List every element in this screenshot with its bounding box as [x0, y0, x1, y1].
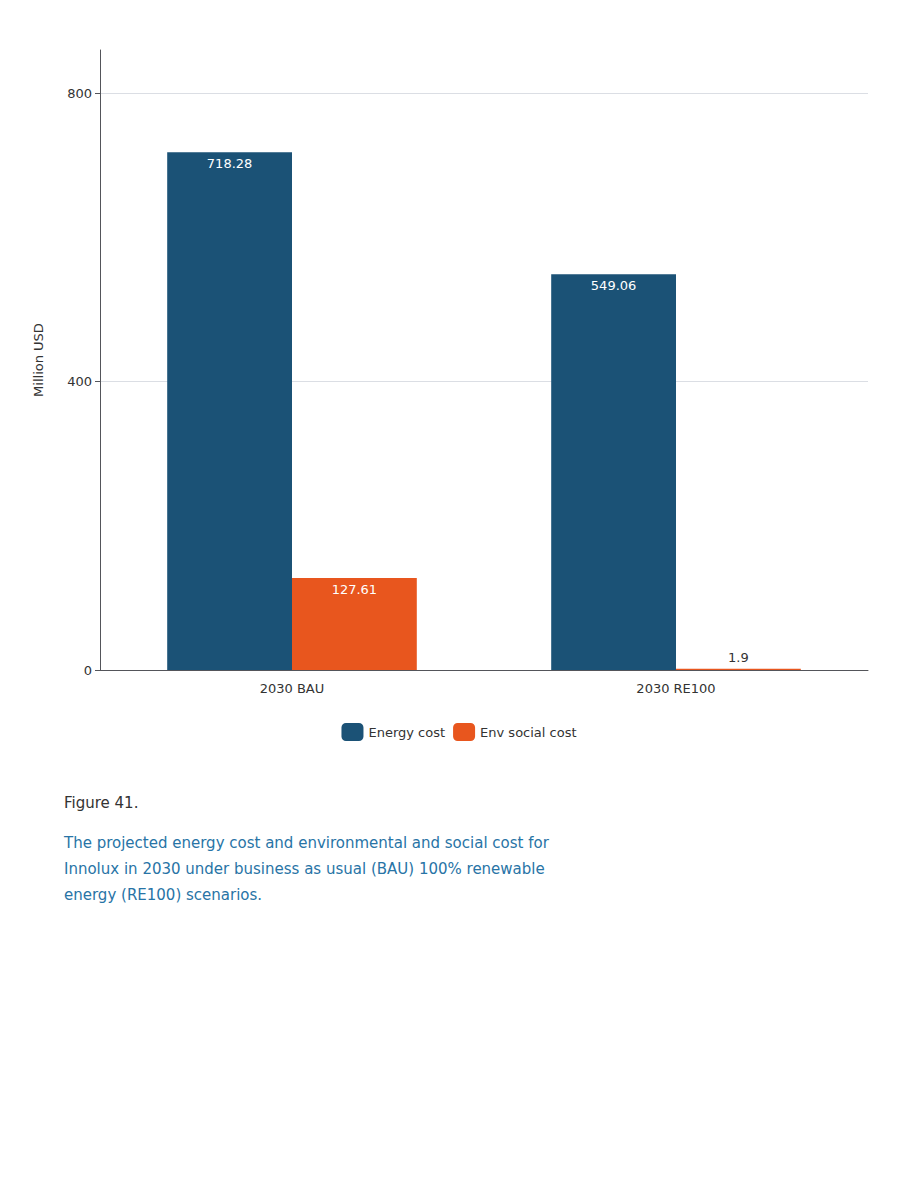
svg-text:The projected energy cost and: The projected energy cost and environmen…: [63, 834, 550, 852]
svg-text:718.28: 718.28: [207, 156, 253, 171]
svg-text:400: 400: [67, 374, 92, 389]
svg-text:Env social cost: Env social cost: [480, 725, 576, 740]
svg-text:Million USD: Million USD: [31, 323, 46, 397]
svg-text:1.9: 1.9: [728, 650, 749, 665]
svg-text:Innolux in 2030 under business: Innolux in 2030 under business as usual …: [64, 860, 545, 878]
svg-text:2030 RE100: 2030 RE100: [636, 681, 715, 696]
svg-text:549.06: 549.06: [591, 278, 637, 293]
svg-text:800: 800: [67, 86, 92, 101]
svg-text:2030 BAU: 2030 BAU: [260, 681, 325, 696]
svg-text:energy (RE100) scenarios.: energy (RE100) scenarios.: [64, 886, 262, 904]
svg-text:0: 0: [84, 663, 92, 678]
svg-text:127.61: 127.61: [332, 582, 378, 597]
svg-text:Energy cost: Energy cost: [368, 725, 445, 740]
svg-text:Figure 41.: Figure 41.: [64, 794, 138, 812]
